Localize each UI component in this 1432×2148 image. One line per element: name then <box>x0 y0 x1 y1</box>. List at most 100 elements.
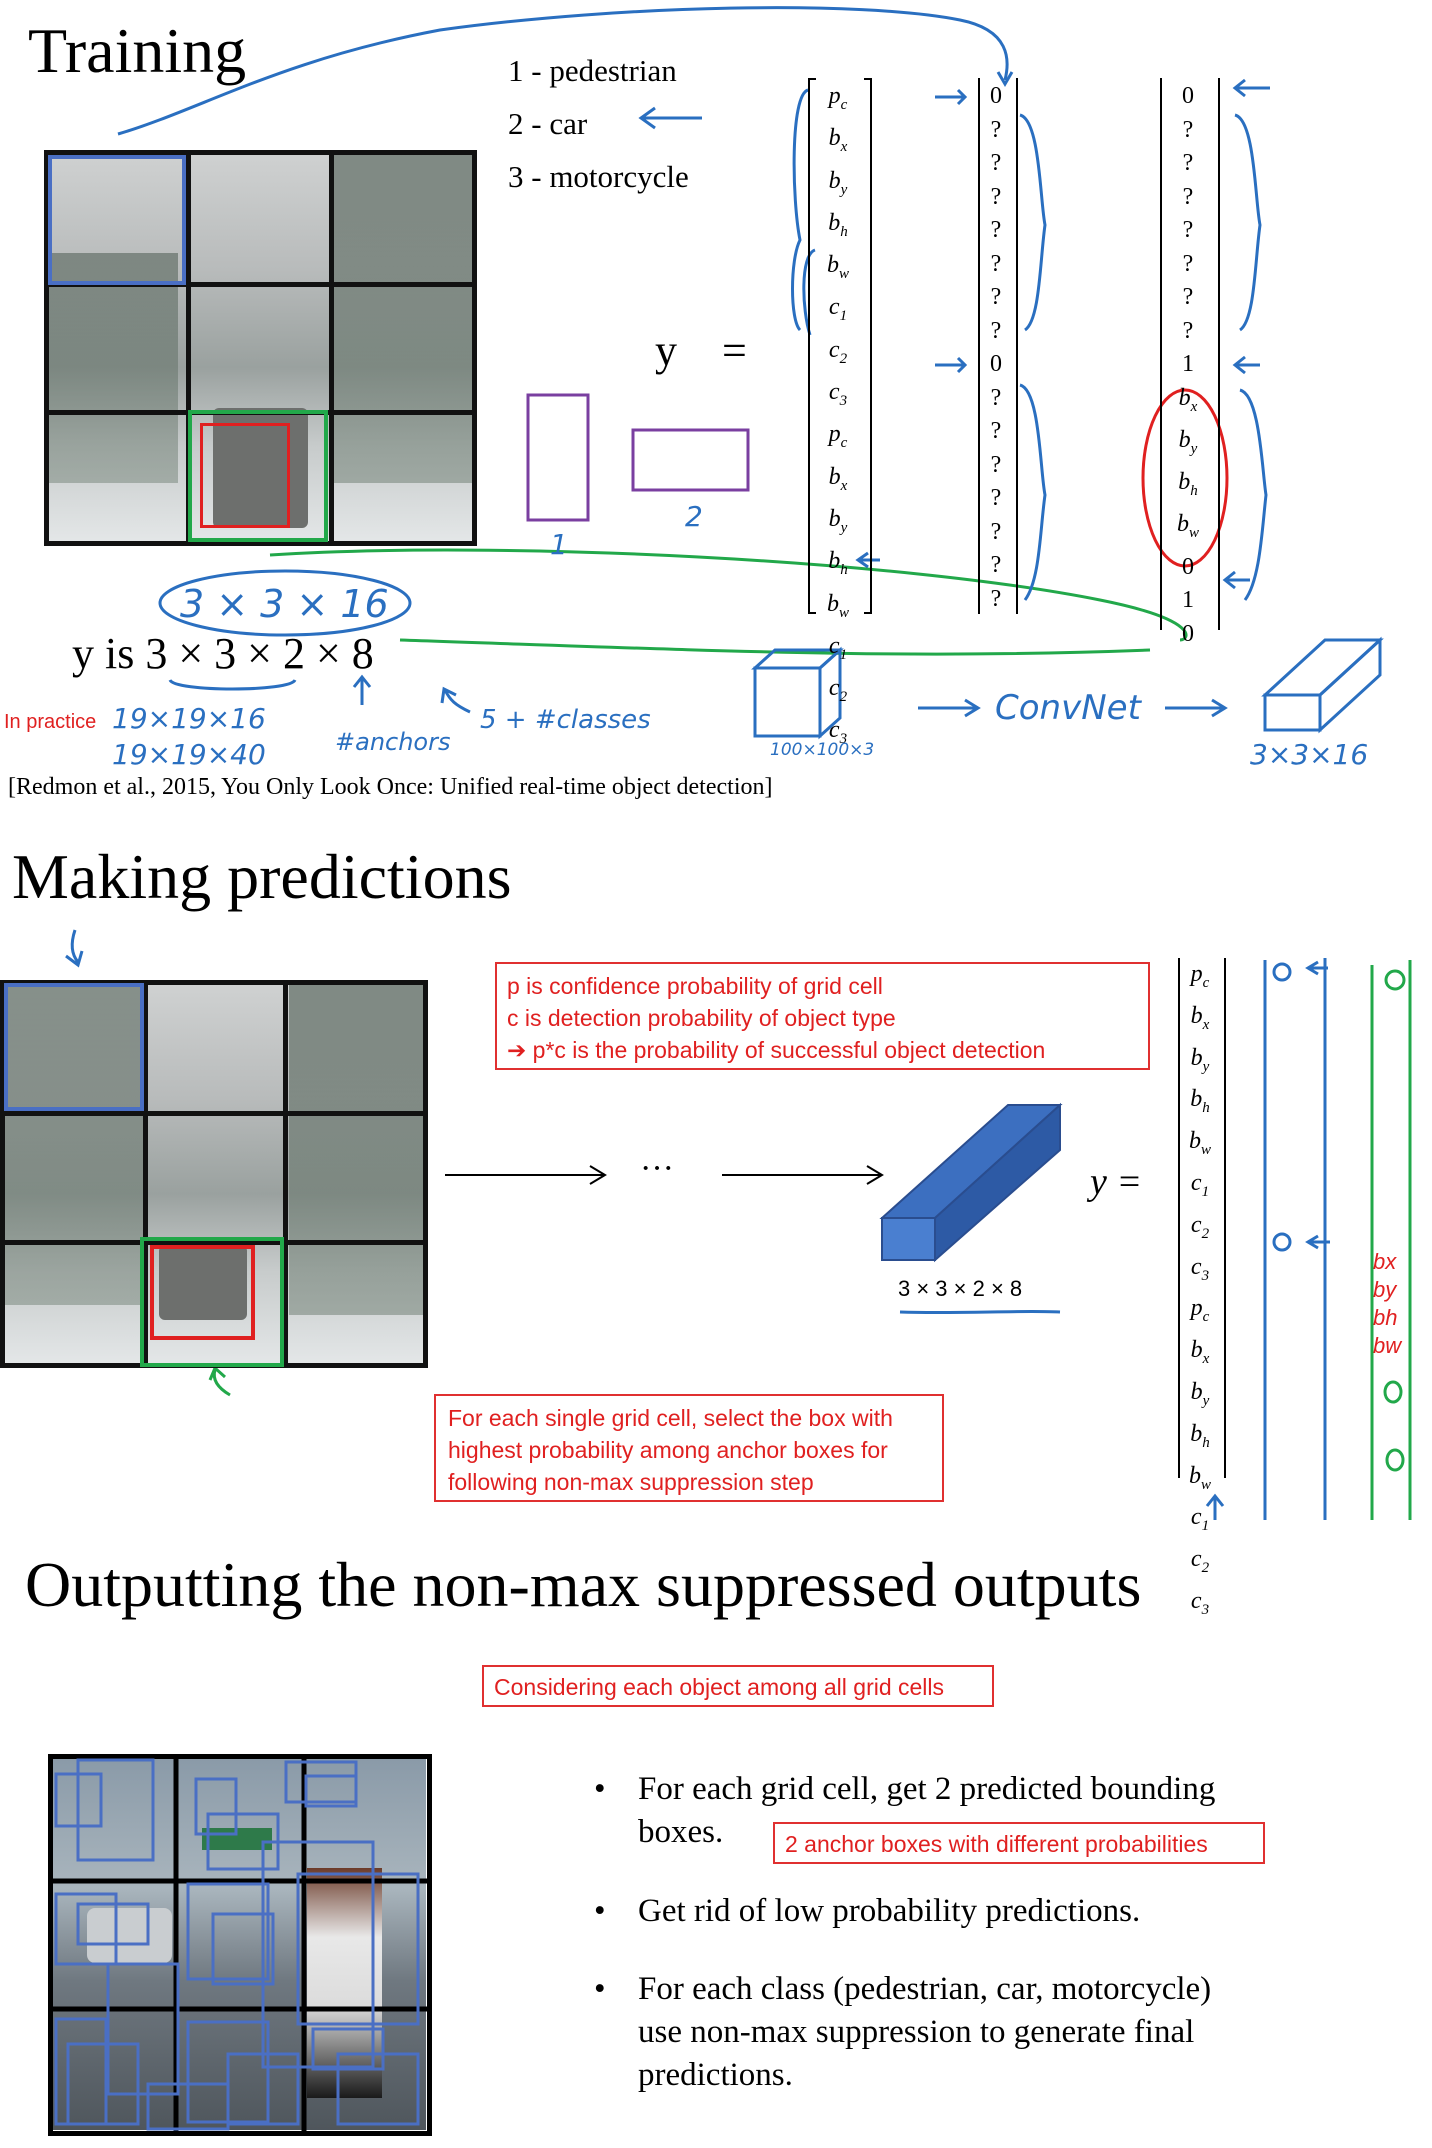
vector-entry: ? <box>1182 250 1194 277</box>
shape-hand: 3 × 3 × 16 <box>180 582 389 626</box>
vector-entry: ? <box>990 183 1002 210</box>
classes-note: 5 + #classes <box>480 705 651 735</box>
pedestrian-figure <box>307 1868 382 2098</box>
vector-entry: bh <box>828 548 848 579</box>
note-line-3: ➔ p*c is the probability of successful o… <box>507 1037 1046 1063</box>
vector-entry: ? <box>1182 317 1194 344</box>
anchors-note: #anchors <box>335 728 451 756</box>
vector-entry: bh <box>828 209 848 240</box>
output-size: 3×3×16 <box>1250 738 1369 771</box>
vector-entry: pc <box>1190 961 1210 991</box>
vector-entry: bh <box>1178 469 1198 499</box>
class-motorcycle: 3 - motorcycle <box>508 159 689 194</box>
vector-entry: bx <box>1190 1002 1210 1033</box>
vector-entry: by <box>828 505 848 536</box>
y-shape: y is 3 × 3 × 2 × 8 <box>72 629 374 678</box>
vector-entry: by <box>1178 426 1198 457</box>
vector-entry: bx <box>1190 1337 1210 1367</box>
vector-entry: ? <box>990 418 1002 444</box>
green-annotation-entry: bh <box>1373 1305 1398 1330</box>
vector-entry: ? <box>1182 284 1194 310</box>
y-label: y <box>655 326 677 375</box>
class-list: 1 - pedestrian 2 - car 3 - motorcycle <box>508 44 689 203</box>
select-line-2: highest probability among anchor boxes f… <box>448 1437 888 1463</box>
anchor-label-2: 2 <box>685 500 703 533</box>
training-title: Training <box>28 15 247 86</box>
training-image <box>48 153 473 543</box>
vector-entry: bw <box>1188 1128 1211 1158</box>
blue-anchor-cell <box>48 155 186 285</box>
vector-entry: ? <box>990 150 1002 176</box>
vector-entry: bx <box>1178 384 1198 415</box>
green-annotations: bx by bh bw <box>1373 1248 1413 1360</box>
vector-entry: c2 <box>1190 1546 1210 1576</box>
bullet-3-line-1: For each class (pedestrian, car, motorcy… <box>638 1971 1212 2007</box>
vector-entry: ? <box>990 384 1002 411</box>
vector-entry: bw <box>1188 1462 1211 1493</box>
bullet-3-line-3: predictions. <box>638 2057 793 2093</box>
vector-car-bracket <box>1160 78 1220 630</box>
pred-y-label: y = <box>1090 1161 1143 1203</box>
vector-entry: ? <box>990 518 1002 545</box>
street-grid <box>48 1754 432 2136</box>
vector-entry: ? <box>990 217 1002 243</box>
select-line-3: following non-max suppression step <box>448 1469 814 1495</box>
class-car: 2 - car <box>508 106 588 141</box>
anchor-note: 2 anchor boxes with different probabilit… <box>773 1822 1265 1864</box>
vector-q: 0??????? 0??????? <box>980 80 1012 616</box>
training-annotations <box>117 6 1384 740</box>
vector-entry: c3 <box>1190 1587 1210 1618</box>
green-annotation-entry: bw <box>1373 1333 1402 1358</box>
vector-q-bracket <box>978 78 1018 614</box>
nms-note: Considering each object among all grid c… <box>482 1665 994 1707</box>
vector-labels: pc bx by bh bw c1 c2 c3 pc bx by bh bw c1 c2 c3 <box>810 80 866 757</box>
vector-entry: 0 <box>1182 553 1194 580</box>
vector-entry: ? <box>990 250 1002 277</box>
green-annotation-entry: bx <box>1373 1249 1397 1274</box>
vector-entry: c1 <box>1190 1504 1210 1535</box>
vector-entry: ? <box>990 317 1002 344</box>
vector-entry: c2 <box>1190 1211 1210 1242</box>
vector-labels-bracket <box>808 78 872 614</box>
citation: [Redmon et al., 2015, You Only Look Once… <box>8 774 773 800</box>
pred-vector-bracket <box>1178 958 1226 1478</box>
note-line-1: p is confidence probability of grid cell <box>507 973 883 999</box>
vector-entry: ? <box>990 585 1002 612</box>
vector-entry: c3 <box>1190 1253 1210 1284</box>
vector-entry: c3 <box>828 717 848 748</box>
nms-title: Outputting the non-max suppressed output… <box>25 1549 1142 1620</box>
vector-entry: ? <box>1182 116 1194 143</box>
vector-entry: pc <box>828 83 848 113</box>
vector-entry: ? <box>990 451 1002 478</box>
class-pedestrian: 1 - pedestrian <box>508 53 677 88</box>
vector-entry: c1 <box>828 632 848 663</box>
car-shape <box>213 408 308 528</box>
vector-entry: c1 <box>828 294 848 325</box>
pred-green-cell <box>140 1237 284 1367</box>
pred-red-box <box>150 1245 255 1340</box>
vector-entry: c1 <box>1190 1169 1210 1200</box>
vector-entry: by <box>1190 1044 1210 1075</box>
vector-entry: ? <box>990 485 1002 511</box>
vector-entry: ? <box>1182 183 1194 210</box>
prediction-annotations <box>65 929 1412 1520</box>
convnet-label: ConvNet <box>995 688 1141 728</box>
select-line-1: For each single grid cell, select the bo… <box>448 1405 893 1431</box>
vector-entry: ? <box>1182 150 1194 176</box>
vector-entry: 0 <box>990 83 1002 109</box>
bullet-1-line-1: For each grid cell, get 2 predicted boun… <box>638 1771 1216 1807</box>
input-size: 100×100×3 <box>770 740 875 760</box>
vector-entry: ? <box>990 552 1002 578</box>
bullet-1-line-2: boxes. <box>638 1814 724 1850</box>
vector-entry: ? <box>990 284 1002 310</box>
equals-sign: = <box>722 326 747 375</box>
probability-note: p is confidence probability of grid cell… <box>495 962 1150 1070</box>
vector-car: 0??????? 1 bx by bh bw 0 1 0 <box>1162 80 1214 651</box>
ellipsis: ··· <box>640 1150 674 1187</box>
red-box <box>200 423 290 528</box>
vector-entry: pc <box>828 421 848 452</box>
in-practice-label: In practice <box>4 711 97 733</box>
car-shape-2 <box>159 1245 247 1320</box>
anchor-label-1: 1 <box>550 528 568 561</box>
tensor-label: 3 × 3 × 2 × 8 <box>898 1276 1023 1301</box>
